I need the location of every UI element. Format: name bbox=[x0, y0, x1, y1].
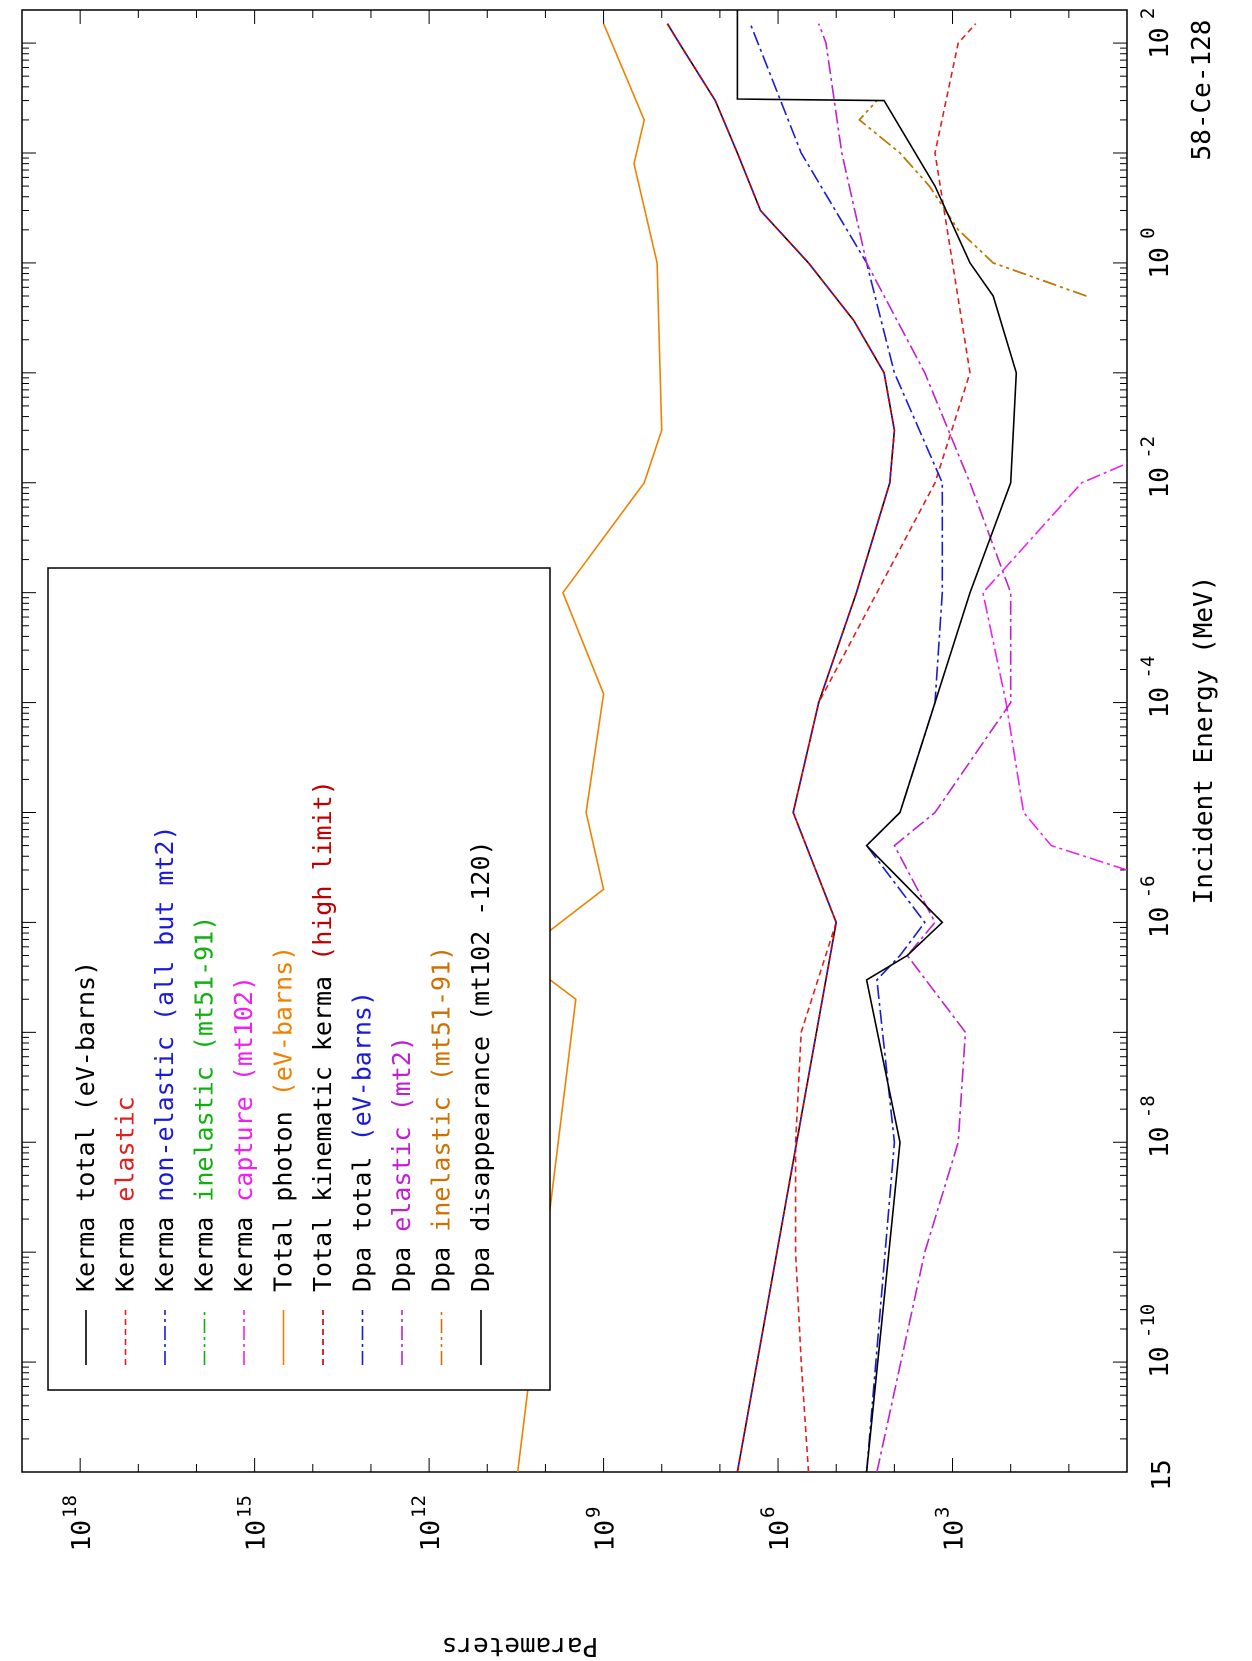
x-tick-label-exp: 0 bbox=[1137, 227, 1159, 238]
x-tick-label: 10-8 bbox=[1137, 1095, 1175, 1158]
legend-label-prefix: Kerma bbox=[229, 1202, 258, 1292]
y-tick-label-base: 10 bbox=[416, 1520, 446, 1551]
series-line-4 bbox=[982, 462, 1127, 871]
y-tick-label: 103 bbox=[932, 1507, 970, 1552]
x-tick-label: 10-2 bbox=[1137, 436, 1175, 499]
legend-label-rest: inelastic (mt51-91) bbox=[427, 946, 456, 1232]
y-tick-label-base: 10 bbox=[940, 1520, 970, 1551]
legend-label-rest: non-elastic (all but mt2) bbox=[150, 825, 179, 1201]
x-tick-label-base: 10 bbox=[1145, 687, 1175, 718]
legend-label-prefix: Kerma bbox=[190, 1202, 219, 1292]
x-tick-label-base: 10 bbox=[1145, 1127, 1175, 1158]
y-tick-label-base: 10 bbox=[242, 1520, 272, 1551]
legend-label-5: Total photon (eV-barns) bbox=[269, 946, 298, 1292]
x-tick-label: 10-4 bbox=[1137, 656, 1175, 719]
series-line-9 bbox=[858, 100, 1087, 297]
legend-label-prefix: Dpa total bbox=[348, 1141, 377, 1292]
legend-box bbox=[47, 567, 551, 1391]
legend-label-rest: (eV-barns) bbox=[348, 991, 377, 1142]
plot-frame bbox=[21, 9, 1128, 1473]
legend-label-4: Kerma capture (mt102) bbox=[229, 976, 258, 1292]
legend-label-prefix: Dpa bbox=[427, 1232, 456, 1292]
series-line-8 bbox=[817, 23, 1012, 1472]
y-tick-label-base: 10 bbox=[591, 1520, 621, 1551]
legend-label-rest: (eV-barns) bbox=[269, 946, 298, 1097]
legend-label-prefix: Dpa disappearance bbox=[466, 1021, 495, 1292]
y-tick-label-exp: 15 bbox=[234, 1495, 256, 1518]
legend-label-6: Total kinematic kerma (high limit) bbox=[308, 780, 337, 1292]
x-tick-label: 10-10 bbox=[1137, 1304, 1175, 1378]
legend-label-1: Kerma elastic bbox=[111, 1096, 140, 1292]
x-tick-label-exp: 2 bbox=[1137, 8, 1159, 19]
x-tick-label-exp: -6 bbox=[1137, 876, 1159, 899]
y-tick-label-exp: 3 bbox=[932, 1507, 954, 1518]
legend-label-prefix: Kerma total bbox=[71, 1111, 100, 1292]
y-tick-label: 109 bbox=[583, 1507, 621, 1552]
y-axis-label: Parameters bbox=[442, 1631, 599, 1661]
x-tick-label-base: 10 bbox=[1145, 467, 1175, 498]
x-tick-label: 10 0 bbox=[1137, 227, 1175, 278]
legend-label-rest: (eV-barns) bbox=[71, 961, 100, 1112]
legend-label-rest: inelastic (mt51-91) bbox=[190, 916, 219, 1202]
x-tick-label-base: 10 bbox=[1145, 907, 1175, 938]
legend-label-rest: (high limit) bbox=[308, 780, 337, 961]
legend-label-rest: elastic bbox=[111, 1096, 140, 1201]
legend-label-9: Dpa inelastic (mt51-91) bbox=[427, 946, 456, 1292]
legend-label-8: Dpa elastic (mt2) bbox=[387, 1036, 416, 1292]
y-tick-label-exp: 12 bbox=[408, 1495, 430, 1518]
legend-label-prefix: Kerma bbox=[150, 1202, 179, 1292]
legend-label-7: Dpa total (eV-barns) bbox=[348, 991, 377, 1292]
series-line-10 bbox=[736, 10, 1018, 1472]
x-tick-label: 10-6 bbox=[1137, 876, 1175, 939]
y-tick-label-base: 10 bbox=[765, 1520, 795, 1551]
plot-frame-rect bbox=[21, 9, 1128, 1473]
series-line-1 bbox=[792, 23, 977, 1472]
legend-label-rest: (mt102 -120) bbox=[466, 840, 495, 1021]
legend-label-prefix: Dpa bbox=[387, 1232, 416, 1292]
x-tick-label-exp: -10 bbox=[1137, 1304, 1159, 1338]
legend-label-0: Kerma total (eV-barns) bbox=[71, 961, 100, 1292]
series-line-6 bbox=[666, 23, 896, 1472]
legend-label-2: Kerma non-elastic (all but mt2) bbox=[150, 825, 179, 1292]
axis-labels: 10-1010-810-610-410-21001021031061091012… bbox=[59, 8, 1219, 1661]
x-tick-label-exp: -8 bbox=[1137, 1095, 1159, 1118]
x-tick-label-base: 10 bbox=[1145, 27, 1175, 58]
legend-label-prefix: Total kinematic kerma bbox=[308, 961, 337, 1292]
legend-label-prefix: Kerma bbox=[111, 1202, 140, 1292]
y-tick-label: 106 bbox=[757, 1507, 795, 1552]
x-axis-label: Incident Energy (MeV) bbox=[1189, 576, 1219, 905]
y-tick-label-base: 10 bbox=[67, 1520, 97, 1551]
y-tick-label-exp: 18 bbox=[59, 1495, 81, 1518]
legend-label-10: Dpa disappearance (mt102 -120) bbox=[466, 840, 495, 1292]
x-tick-label-base: 10 bbox=[1145, 1346, 1175, 1377]
series-lines bbox=[516, 10, 1127, 1472]
chart-title: 58-Ce-128 bbox=[1187, 20, 1217, 161]
legend-label-3: Kerma inelastic (mt51-91) bbox=[190, 916, 219, 1292]
legend-label-prefix: Total photon bbox=[269, 1096, 298, 1292]
y-tick-label-exp: 6 bbox=[757, 1507, 779, 1518]
corner-label: 15 bbox=[1147, 1459, 1177, 1490]
x-tick-label-exp: -2 bbox=[1137, 436, 1159, 459]
legend: Kerma total (eV-barns)Kerma elasticKerma… bbox=[47, 567, 551, 1391]
x-tick-label: 10 2 bbox=[1137, 8, 1175, 59]
legend-label-rest: capture (mt102) bbox=[229, 976, 258, 1202]
x-tick-label-exp: -4 bbox=[1137, 656, 1159, 679]
axis-ticks bbox=[21, 9, 1128, 1473]
y-tick-label-exp: 9 bbox=[583, 1507, 605, 1518]
x-tick-label-base: 10 bbox=[1145, 247, 1175, 278]
legend-label-rest: elastic (mt2) bbox=[387, 1036, 416, 1232]
